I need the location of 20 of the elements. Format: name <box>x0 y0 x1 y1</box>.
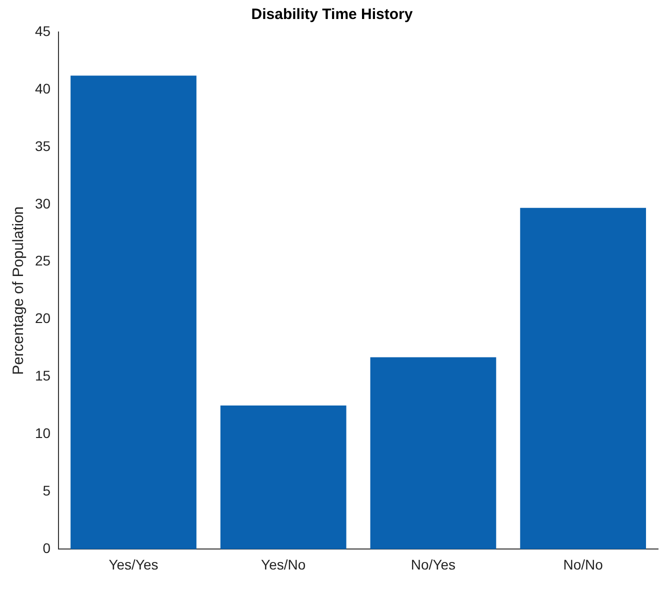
y-tick-label: 35 <box>34 138 51 154</box>
x-tick-label: No/No <box>563 556 604 572</box>
y-tick-label: 15 <box>34 368 51 384</box>
y-tick-label: 30 <box>34 195 51 212</box>
y-axis-title: Percentage of Population <box>10 206 28 375</box>
y-tick-label: 45 <box>34 22 51 39</box>
y-tick-label: 5 <box>42 482 51 499</box>
bar <box>520 208 646 550</box>
bar <box>370 357 496 550</box>
x-tick-label: Yes/Yes <box>108 556 158 572</box>
chart-title: Disability Time History <box>251 6 414 24</box>
y-tick-label: 40 <box>34 80 51 96</box>
bar <box>220 406 346 550</box>
bar <box>70 76 196 550</box>
x-tick-label: Yes/No <box>261 556 306 572</box>
y-tick-label: 10 <box>34 425 51 442</box>
y-tick-label: 25 <box>34 252 51 269</box>
y-tick-label: 20 <box>34 310 51 326</box>
x-tick-label: No/Yes <box>410 556 456 572</box>
y-tick-label: 0 <box>42 540 51 556</box>
